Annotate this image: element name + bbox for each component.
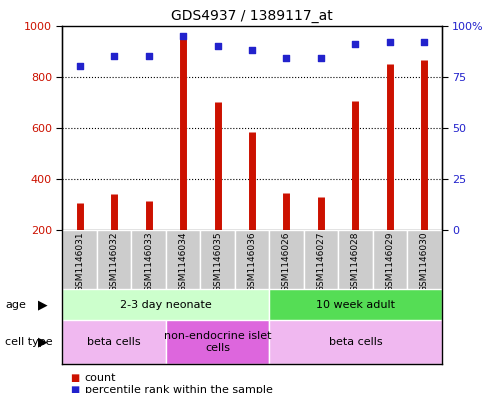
Text: GSM1146026: GSM1146026: [282, 231, 291, 292]
Bar: [269, 320, 442, 364]
Text: beta cells: beta cells: [87, 337, 141, 347]
Bar: [62, 289, 269, 320]
Text: GSM1146029: GSM1146029: [385, 231, 394, 292]
Text: GSM1146036: GSM1146036: [248, 231, 256, 292]
Point: [110, 53, 118, 59]
Text: GSM1146032: GSM1146032: [110, 231, 119, 292]
Text: GSM1146028: GSM1146028: [351, 231, 360, 292]
Title: GDS4937 / 1389117_at: GDS4937 / 1389117_at: [171, 9, 333, 23]
Text: ▶: ▶: [37, 298, 47, 311]
Text: 10 week adult: 10 week adult: [316, 299, 395, 310]
Text: beta cells: beta cells: [329, 337, 382, 347]
Point: [420, 39, 428, 45]
Bar: [304, 230, 338, 289]
Text: cell type: cell type: [5, 337, 52, 347]
Bar: [407, 230, 442, 289]
Point: [214, 43, 222, 49]
Text: age: age: [5, 299, 26, 310]
Bar: [62, 320, 166, 364]
Point: [248, 47, 256, 53]
Text: percentile rank within the sample: percentile rank within the sample: [85, 385, 273, 393]
Bar: [269, 289, 442, 320]
Bar: [166, 230, 200, 289]
Text: GSM1146031: GSM1146031: [75, 231, 84, 292]
Point: [179, 33, 187, 39]
Point: [76, 63, 84, 70]
Bar: [269, 230, 304, 289]
Point: [317, 55, 325, 61]
Bar: [373, 230, 407, 289]
Bar: [166, 320, 269, 364]
Point: [351, 41, 359, 47]
Bar: [338, 230, 373, 289]
Text: GSM1146034: GSM1146034: [179, 231, 188, 292]
Text: GSM1146027: GSM1146027: [316, 231, 325, 292]
Point: [145, 53, 153, 59]
Text: GSM1146030: GSM1146030: [420, 231, 429, 292]
Bar: [200, 230, 235, 289]
Bar: [131, 230, 166, 289]
Bar: [62, 230, 97, 289]
Text: 2-3 day neonate: 2-3 day neonate: [120, 299, 212, 310]
Point: [386, 39, 394, 45]
Bar: [97, 230, 131, 289]
Text: count: count: [85, 373, 116, 383]
Text: ■: ■: [70, 373, 79, 383]
Point: [282, 55, 290, 61]
Text: GSM1146035: GSM1146035: [213, 231, 222, 292]
Text: ▶: ▶: [37, 335, 47, 349]
Text: GSM1146033: GSM1146033: [144, 231, 153, 292]
Bar: [235, 230, 269, 289]
Text: non-endocrine islet
cells: non-endocrine islet cells: [164, 331, 271, 353]
Text: ■: ■: [70, 385, 79, 393]
